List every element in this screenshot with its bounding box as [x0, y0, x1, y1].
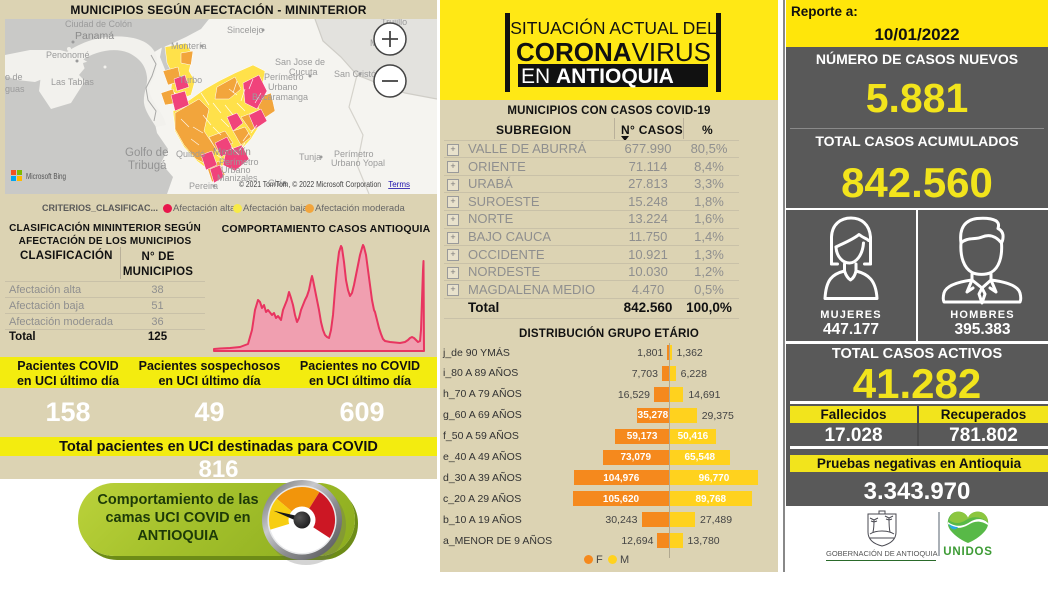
svg-text:Cucuta: Cucuta — [289, 67, 318, 77]
svg-text:Pereira: Pereira — [189, 181, 218, 191]
svg-text:Panamá: Panamá — [75, 30, 114, 42]
svg-text:Penonomé: Penonomé — [46, 50, 90, 60]
svg-text:Las Tablas: Las Tablas — [51, 77, 94, 87]
svg-text:Chía: Chía — [268, 178, 287, 188]
svg-text:Urbano: Urbano — [221, 165, 251, 175]
svg-text:Ciudad de Colón: Ciudad de Colón — [65, 19, 132, 29]
svg-text:o de: o de — [5, 72, 23, 82]
svg-text:Turbo: Turbo — [179, 75, 202, 85]
svg-text:Perímetro: Perímetro — [334, 149, 374, 159]
svg-text:Urbano: Urbano — [268, 82, 298, 92]
svg-text:Microsoft Bing: Microsoft Bing — [26, 171, 66, 181]
svg-text:Urbano Yopal: Urbano Yopal — [331, 158, 385, 168]
svg-text:Quibdó: Quibdó — [176, 149, 205, 159]
svg-text:San Jose de: San Jose de — [275, 57, 325, 67]
svg-text:Bucaramanga: Bucaramanga — [252, 92, 308, 102]
svg-text:Perímetro: Perímetro — [219, 157, 259, 167]
svg-text:Tribugá: Tribugá — [128, 160, 167, 172]
svg-text:Montería: Montería — [171, 41, 207, 51]
svg-text:Tunja: Tunja — [299, 152, 321, 162]
svg-text:Manizales: Manizales — [217, 173, 258, 183]
svg-text:guas: guas — [5, 84, 25, 94]
svg-text:Medellín: Medellín — [213, 147, 251, 158]
svg-text:Perímetro: Perímetro — [264, 72, 304, 82]
svg-text:© 2021 TomTom, © 2022 Microsof: © 2021 TomTom, © 2022 Microsoft Corporat… — [239, 180, 381, 189]
svg-text:San Cristó: San Cristó — [334, 69, 376, 79]
svg-text:Golfo de: Golfo de — [125, 147, 168, 159]
svg-text:Terms: Terms — [388, 180, 410, 189]
svg-text:Sincelejo: Sincelejo — [227, 25, 264, 35]
